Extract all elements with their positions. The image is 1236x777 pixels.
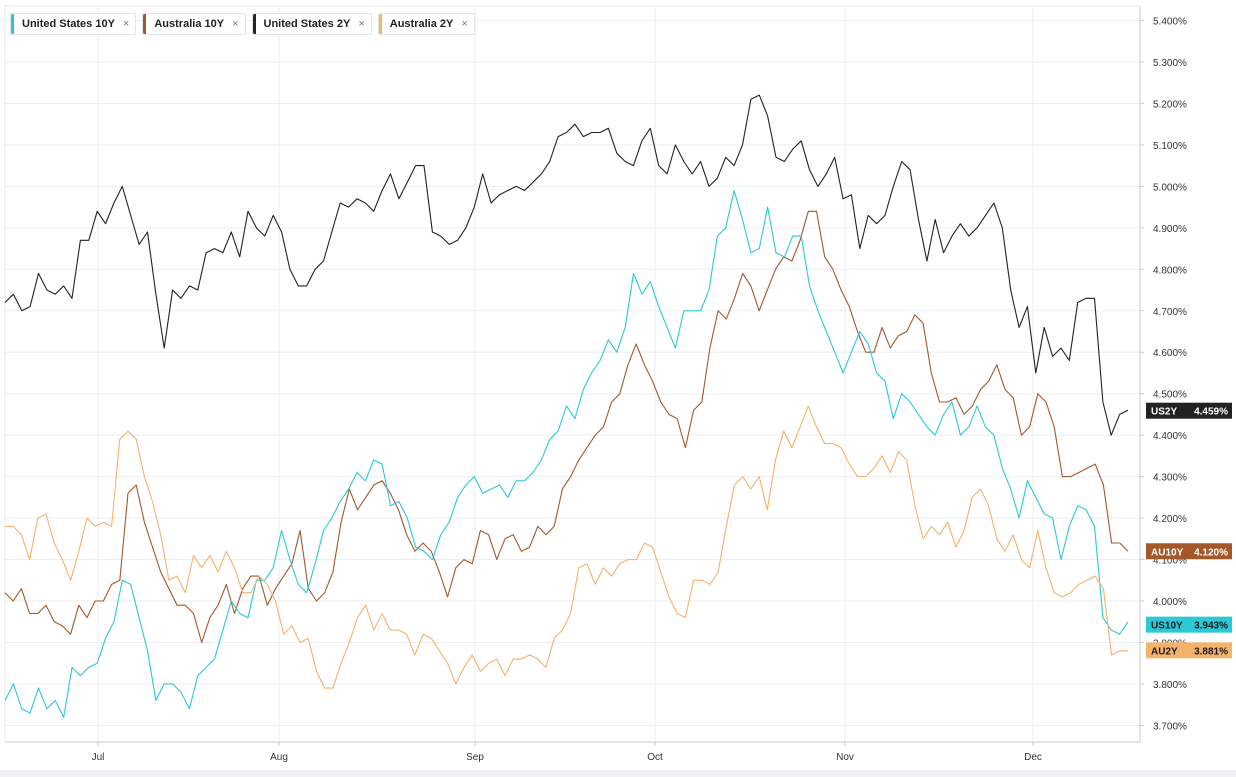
end-label-value: 4.120% xyxy=(1194,547,1228,558)
end-label-box xyxy=(1146,642,1232,659)
legend-label-au2y: Australia 2Y xyxy=(389,18,454,30)
end-label-name: AU2Y xyxy=(1151,646,1178,657)
series-line-us10y xyxy=(4,189,1129,718)
y-tick-label: 4.600% xyxy=(1153,348,1187,359)
close-icon[interactable]: × xyxy=(461,18,468,30)
end-label-au10y: AU10Y 4.120% xyxy=(1146,543,1232,560)
y-tick-label: 4.200% xyxy=(1153,514,1187,525)
close-icon[interactable]: × xyxy=(358,18,365,30)
legend-item-us2y[interactable]: United States 2Y × xyxy=(251,13,372,35)
end-label-name: AU10Y xyxy=(1151,547,1184,558)
legend-item-au2y[interactable]: Australia 2Y × xyxy=(377,13,475,35)
series-line-au2y xyxy=(5,405,1128,689)
end-label-us2y: US2Y 4.459% xyxy=(1146,402,1232,419)
end-label-us10y: US10Y 3.943% xyxy=(1146,616,1232,633)
y-tick-label: 4.500% xyxy=(1153,390,1187,401)
x-tick-label: Oct xyxy=(647,752,663,763)
legend-label-us10y: United States 10Y xyxy=(22,18,115,30)
y-tick-label: 4.800% xyxy=(1153,265,1187,276)
legend-swatch-au10y xyxy=(143,14,147,34)
y-tick-label: 3.700% xyxy=(1153,721,1187,732)
x-tick-label: Dec xyxy=(1024,752,1042,763)
y-tick-label: 5.100% xyxy=(1153,141,1187,152)
end-label-name: US2Y xyxy=(1151,407,1177,418)
close-icon[interactable]: × xyxy=(122,18,130,30)
end-label-value: 4.459% xyxy=(1194,407,1228,418)
end-label-value: 3.943% xyxy=(1194,621,1228,632)
y-tick-label: 3.800% xyxy=(1153,680,1187,691)
x-tick-label: Sep xyxy=(466,752,484,763)
y-tick-label: 5.300% xyxy=(1153,58,1187,69)
legend: United States 10Y × Australia 10Y × Unit… xyxy=(10,13,475,35)
legend-swatch-au2y xyxy=(378,14,382,34)
plot-area xyxy=(4,5,1141,743)
y-tick-label: 4.000% xyxy=(1153,597,1187,608)
legend-swatch-us2y xyxy=(252,14,256,34)
legend-item-us10y[interactable]: United States 10Y × xyxy=(10,13,137,35)
end-label-box xyxy=(1146,543,1232,560)
x-tick-label: Aug xyxy=(270,752,288,763)
y-tick-label: 4.300% xyxy=(1153,473,1187,484)
bottom-scrollbar-track[interactable] xyxy=(0,770,1236,777)
end-label-box xyxy=(1146,616,1232,633)
legend-swatch-us10y xyxy=(11,14,14,34)
end-label-au2y: AU2Y 3.881% xyxy=(1146,642,1232,659)
x-tick-label: Jul xyxy=(92,752,105,763)
y-tick-label: 4.700% xyxy=(1153,307,1187,318)
y-tick-label: 5.400% xyxy=(1153,17,1187,28)
series-line-us2y xyxy=(4,94,1129,436)
y-tick-label: 4.100% xyxy=(1153,556,1187,567)
y-tick-label: 5.000% xyxy=(1153,182,1187,193)
x-tick-label: Nov xyxy=(836,752,854,763)
end-label-name: US10Y xyxy=(1151,621,1183,632)
y-tick-label: 5.200% xyxy=(1153,99,1187,110)
y-tick-label: 4.400% xyxy=(1153,431,1187,442)
legend-item-au10y[interactable]: Australia 10Y × xyxy=(142,13,246,35)
series-line-au10y xyxy=(4,210,1129,644)
legend-label-au10y: Australia 10Y xyxy=(154,18,225,30)
end-label-value: 3.881% xyxy=(1194,646,1228,657)
y-tick-label: 4.900% xyxy=(1153,224,1187,235)
close-icon[interactable]: × xyxy=(232,18,239,30)
end-label-box xyxy=(1146,402,1232,419)
legend-label-us2y: United States 2Y xyxy=(263,18,351,30)
